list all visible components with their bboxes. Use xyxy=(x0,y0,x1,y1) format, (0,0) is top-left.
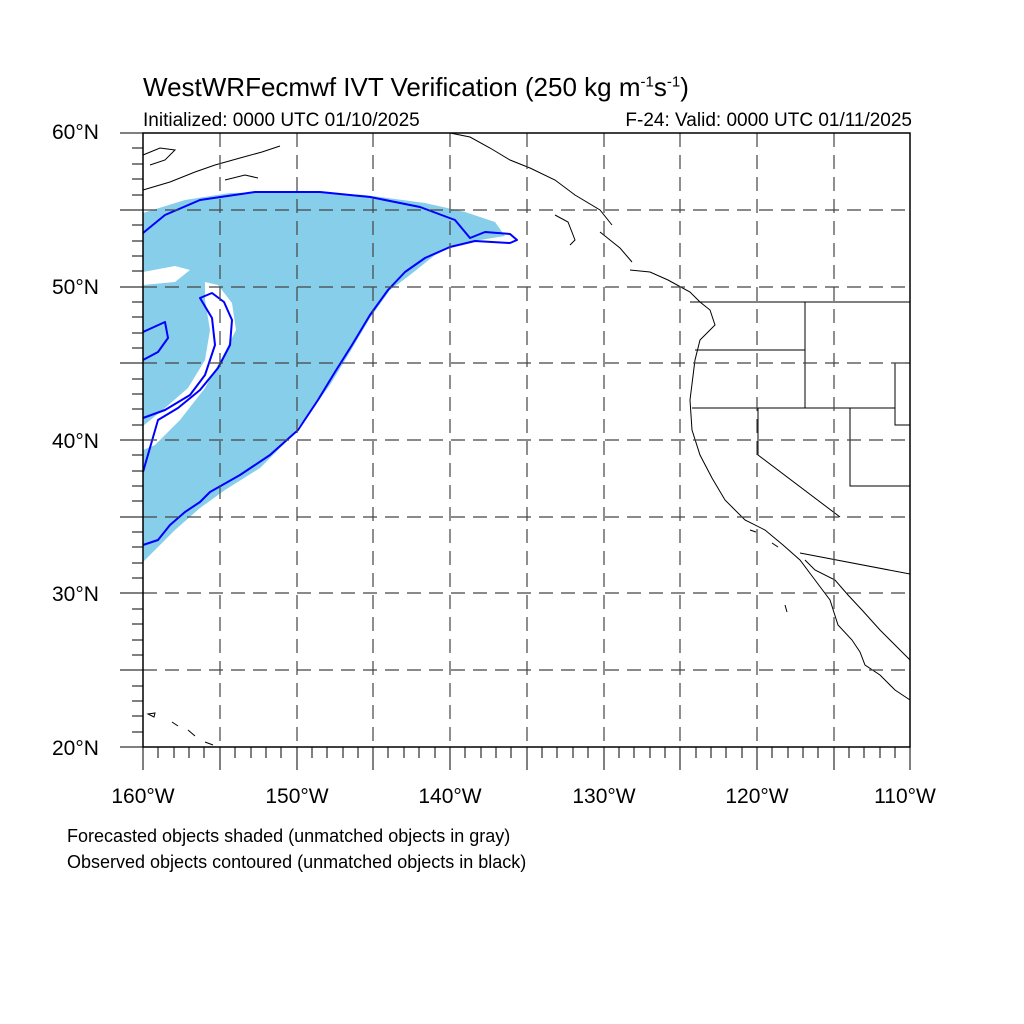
coastlines xyxy=(142,132,911,746)
note-observed: Observed objects contoured (unmatched ob… xyxy=(67,852,527,872)
forecast-hole-1 xyxy=(143,266,190,285)
map-title: WestWRFecmwf IVT Verification (250 kg m-… xyxy=(143,72,689,102)
graticule xyxy=(143,133,910,747)
lat-ticks xyxy=(120,132,143,748)
forecast-object xyxy=(143,192,505,562)
lon-label-150w: 150°W xyxy=(265,785,329,808)
note-forecast: Forecasted objects shaded (unmatched obj… xyxy=(67,826,511,846)
lat-label-30n: 30°N xyxy=(52,583,99,606)
lat-label-40n: 40°N xyxy=(52,430,99,453)
lon-label-120w: 120°W xyxy=(725,785,789,808)
lat-label-60n: 60°N xyxy=(52,121,99,144)
observed-contour-inner xyxy=(142,321,169,361)
lon-label-130w: 130°W xyxy=(572,785,636,808)
valid-time: F-24: Valid: 0000 UTC 01/11/2025 xyxy=(625,110,912,131)
lat-label-20n: 20°N xyxy=(52,737,99,760)
observed-contour-loop xyxy=(142,292,233,473)
lon-label-160w: 160°W xyxy=(111,785,175,808)
observed-contour-main xyxy=(142,191,518,546)
lon-ticks xyxy=(142,747,911,770)
lon-label-110w: 110°W xyxy=(874,785,936,808)
initialized-time: Initialized: 0000 UTC 01/10/2025 xyxy=(143,110,420,131)
lat-label-50n: 50°N xyxy=(52,276,99,299)
lon-label-140w: 140°W xyxy=(418,785,482,808)
